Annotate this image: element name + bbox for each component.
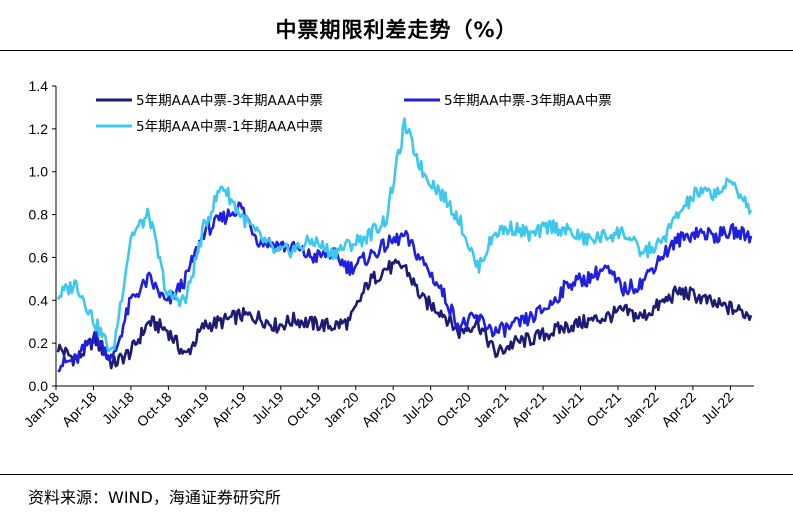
x-tick-label: Oct-19 [283, 389, 324, 430]
x-tick-label: Jan-22 [620, 389, 662, 431]
x-tick-label: Jul-19 [249, 389, 287, 427]
legend-label: 5年期AAA中票-1年期AAA中票 [136, 119, 323, 135]
x-tick-label: Jan-18 [21, 389, 63, 431]
x-tick-label: Oct-21 [583, 389, 624, 430]
x-tick-label: Apr-19 [208, 389, 249, 430]
y-tick-label: 1.4 [29, 78, 49, 94]
axes [55, 86, 754, 387]
title-divider [0, 50, 793, 51]
legend-label: 5年期AA中票-3年期AA中票 [444, 93, 612, 109]
y-tick-label: 1.2 [29, 121, 49, 137]
y-tick-label: 0.2 [29, 335, 49, 351]
y-tick-label: 0.6 [29, 249, 49, 265]
x-tick-label: Apr-22 [658, 389, 699, 430]
x-tick-label: Jul-21 [548, 389, 586, 427]
x-tick-label: Jan-21 [470, 389, 512, 431]
y-tick-label: 0.0 [29, 378, 49, 394]
y-tick-label: 0.8 [29, 207, 49, 223]
chart-title: 中票期限利差走势（%） [275, 18, 518, 42]
x-tick-label: Apr-21 [508, 389, 549, 430]
x-tick-label: Apr-20 [358, 389, 399, 430]
x-tick-label: Jul-22 [698, 389, 736, 427]
y-tick-labels: 0.0 0.2 0.4 0.6 0.8 1.0 1.2 1.4 [29, 78, 56, 394]
x-tick-label: Apr-18 [59, 389, 100, 430]
x-tick-label: Jul-18 [99, 389, 137, 427]
series-line [56, 117, 753, 353]
x-tick-label: Jan-20 [320, 389, 362, 431]
series-line [56, 258, 753, 370]
series-line [57, 201, 753, 373]
x-tick-label: Jan-19 [170, 389, 212, 431]
y-tick-label: 1.0 [29, 164, 49, 180]
footer-divider [0, 474, 793, 475]
y-tick-label: 0.4 [29, 292, 49, 308]
x-tick-label: Jul-20 [399, 389, 437, 427]
x-tick-label: Oct-20 [433, 389, 474, 430]
series-lines [56, 117, 753, 373]
legend-label: 5年期AAA中票-3年期AAA中票 [136, 93, 323, 109]
source-note: 资料来源：WIND，海通证券研究所 [28, 488, 281, 507]
x-tick-label: Oct-18 [133, 389, 174, 430]
legend: 5年期AAA中票-3年期AAA中票 5年期AA中票-3年期AA中票 5年期AAA中票… [96, 93, 612, 135]
